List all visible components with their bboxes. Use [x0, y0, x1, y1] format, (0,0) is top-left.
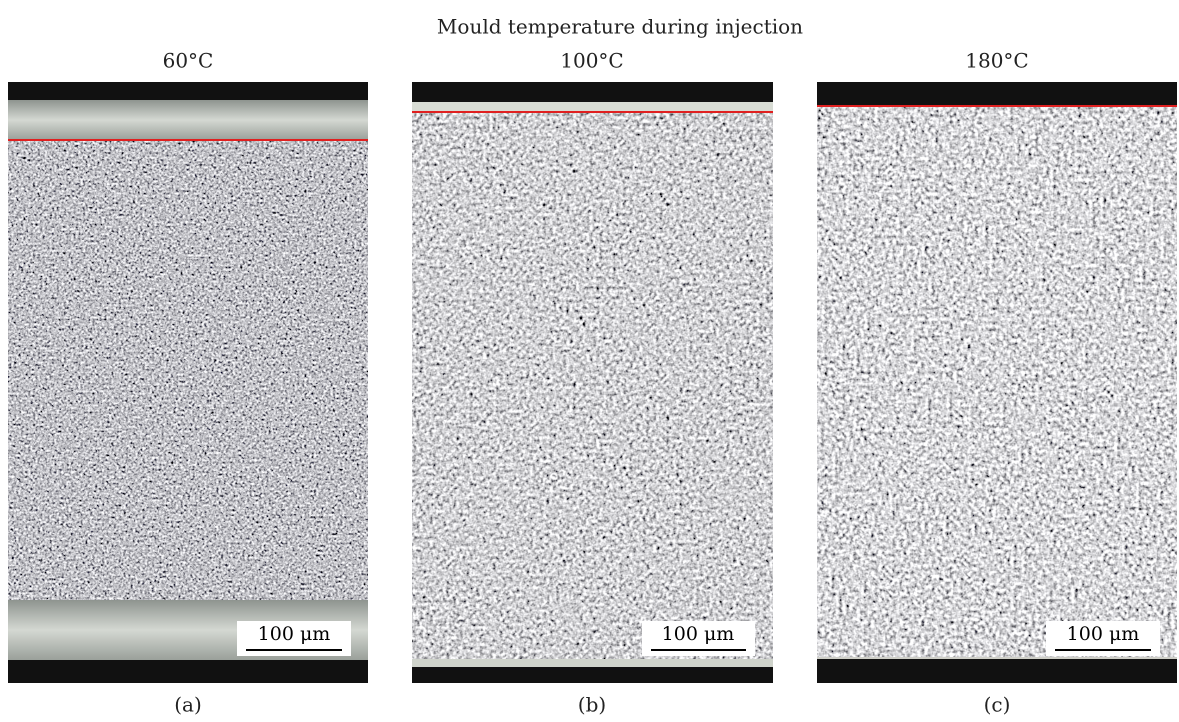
skin-layer [412, 102, 773, 112]
panel-label: (b) [578, 693, 606, 717]
panel-label: (a) [174, 693, 202, 717]
scale-label: 100 μm [258, 623, 331, 645]
micrograph [412, 113, 773, 660]
temperature-label: 100°C [560, 49, 623, 73]
micrograph [8, 141, 368, 601]
micrograph [817, 107, 1177, 658]
panel: 60°C 100 μm (a) [8, 49, 368, 717]
figure-title: Mould temperature during injection [437, 15, 803, 39]
panel: 180°C 100 μm (c) [817, 49, 1177, 717]
temperature-label: 60°C [163, 49, 214, 73]
scale-label: 100 μm [1067, 623, 1140, 645]
skin-layer [412, 659, 773, 667]
panel: 100°C 100 μm (b) [412, 49, 773, 717]
skin-layer [8, 100, 368, 140]
scale-label: 100 μm [662, 623, 735, 645]
temperature-label: 180°C [965, 49, 1028, 73]
panel-label: (c) [984, 693, 1011, 717]
